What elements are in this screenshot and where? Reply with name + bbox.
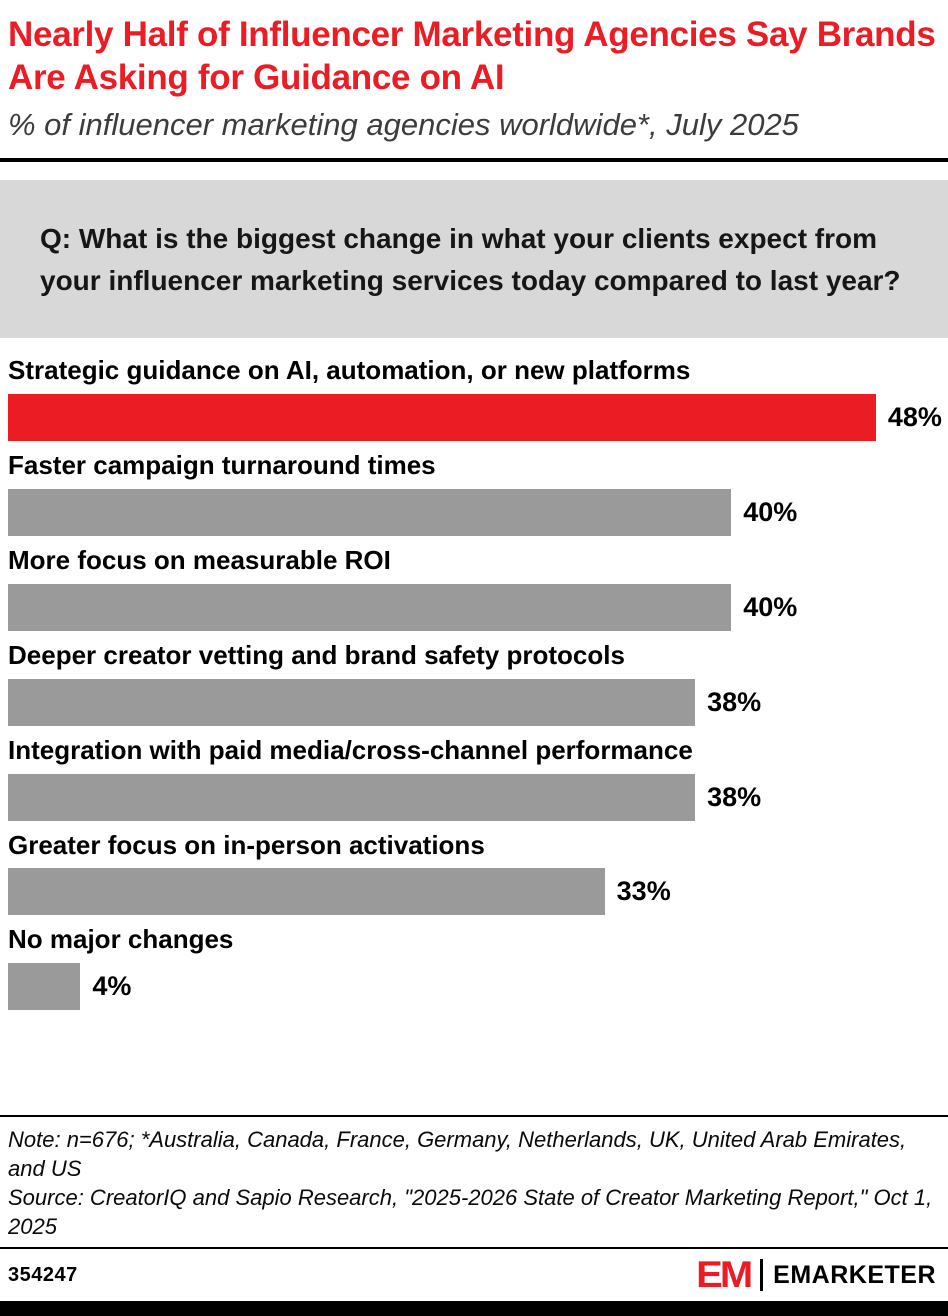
header-divider <box>0 158 948 163</box>
logo-divider <box>760 1259 764 1291</box>
bar-label: Greater focus on in-person activations <box>8 829 485 860</box>
bar-value: 4% <box>92 971 132 1002</box>
source-text: Source: CreatorIQ and Sapio Research, "2… <box>8 1184 933 1239</box>
brand-name: EMARKETER <box>773 1260 936 1289</box>
bar-row: Integration with paid media/cross-channe… <box>8 734 940 821</box>
bar-row: Faster campaign turnaround times 40% <box>8 450 940 536</box>
bar <box>8 678 696 726</box>
question-box: Q: What is the biggest change in what yo… <box>0 180 948 339</box>
bar <box>8 868 605 916</box>
bar-value: 48% <box>887 402 942 433</box>
bar-value: 38% <box>707 781 762 812</box>
bar-label: Strategic guidance on AI, automation, or… <box>8 355 691 386</box>
bar-label: Deeper creator vetting and brand safety … <box>8 639 625 670</box>
bar-track: 38% <box>8 678 940 726</box>
bar <box>8 488 732 536</box>
bar-row: Greater focus on in-person activations 33… <box>8 829 940 916</box>
bar-row: More focus on measurable ROI 40% <box>8 544 940 631</box>
bar-label: Integration with paid media/cross-channe… <box>8 734 693 765</box>
chart-id: 354247 <box>8 1263 78 1286</box>
bar <box>8 773 696 821</box>
bar <box>8 394 876 442</box>
emarketer-logo: EM EMARKETER <box>696 1255 936 1295</box>
bar-row: Deeper creator vetting and brand safety … <box>8 639 940 726</box>
bar <box>8 963 81 1011</box>
bar-track: 33% <box>8 868 940 916</box>
bar-value: 38% <box>707 686 762 717</box>
note-text: Note: n=676; *Australia, Canada, France,… <box>8 1126 907 1181</box>
bar <box>8 583 732 631</box>
bar-row: Strategic guidance on AI, automation, or… <box>8 355 942 442</box>
note-block: Note: n=676; *Australia, Canada, France,… <box>0 1114 948 1247</box>
chart-footer: Note: n=676; *Australia, Canada, France,… <box>0 1114 948 1316</box>
brand-row: 354247 EM EMARKETER <box>0 1247 948 1301</box>
bar-label: More focus on measurable ROI <box>8 544 391 575</box>
bar-track: 4% <box>8 963 940 1011</box>
question-text: Q: What is the biggest change in what yo… <box>40 223 901 297</box>
bar-label: No major changes <box>8 924 234 955</box>
bar-row: No major changes 4% <box>8 924 940 1011</box>
emarketer-logo-mark-icon: EM <box>696 1254 753 1296</box>
bar-label: Faster campaign turnaround times <box>8 450 436 481</box>
bar-chart: Strategic guidance on AI, automation, or… <box>0 338 948 1020</box>
bar-value: 40% <box>743 591 798 622</box>
bar-track: 48% <box>8 394 942 442</box>
chart-header: Nearly Half of Influencer Marketing Agen… <box>0 0 948 145</box>
bar-value: 40% <box>743 496 798 527</box>
bottom-bar <box>0 1301 948 1316</box>
bar-value: 33% <box>616 876 671 907</box>
bar-track: 38% <box>8 773 940 821</box>
chart-subtitle: % of influencer marketing agencies world… <box>8 107 799 143</box>
bar-track: 40% <box>8 488 940 536</box>
bar-track: 40% <box>8 583 940 631</box>
chart-title: Nearly Half of Influencer Marketing Agen… <box>8 15 936 97</box>
